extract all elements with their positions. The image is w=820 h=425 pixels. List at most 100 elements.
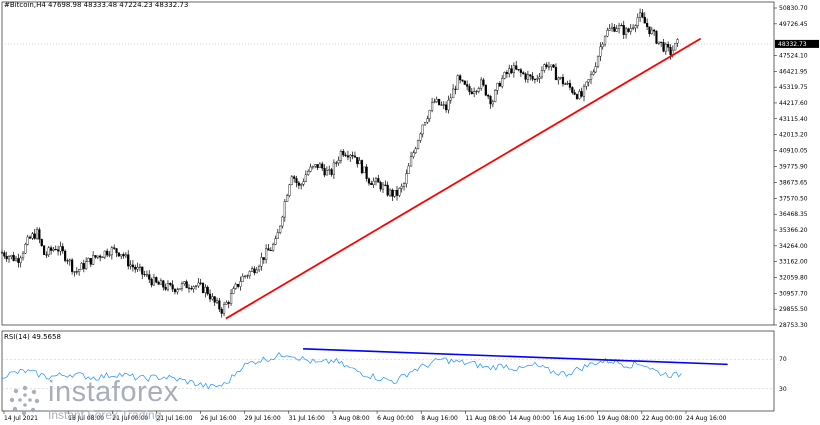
candle-body	[307, 171, 310, 175]
candle-body	[47, 247, 50, 256]
candle-body	[208, 293, 212, 300]
candle-body	[620, 25, 623, 27]
candle-body	[496, 83, 499, 91]
candle-body	[80, 263, 83, 270]
candle-body	[510, 68, 513, 74]
candle-body	[318, 163, 321, 168]
candle-body	[92, 255, 95, 265]
rsi-grid	[1, 330, 775, 412]
candle-body	[281, 216, 284, 227]
symbol-label: #Bitcoin,H4	[4, 1, 46, 9]
x-tick-label: 22 Aug 00:00	[642, 415, 683, 422]
x-tick-label: 24 Aug 16:00	[686, 415, 727, 422]
candle-body	[152, 277, 156, 286]
x-axis-labels: 14 Jul 2021 18 Jul 08:00 21 Jul 00:00 21 Ju…	[3, 411, 727, 422]
candle-body	[529, 74, 532, 77]
x-tick-label: 3 Aug 08:00	[333, 415, 370, 422]
candle-body	[148, 274, 151, 280]
x-tick-label: 14 Jul 2021	[4, 415, 38, 422]
candle-body	[35, 229, 39, 239]
candle-body	[24, 244, 27, 254]
candle-body	[38, 229, 41, 240]
candle-body	[49, 247, 53, 251]
candle-body	[162, 280, 165, 288]
candle-body	[108, 254, 111, 256]
candle-body	[440, 104, 443, 106]
candle-body	[286, 195, 289, 202]
candle-body	[592, 71, 595, 75]
candle-body	[89, 258, 92, 265]
x-tick-label: 8 Aug 16:00	[421, 415, 458, 422]
candle-body	[227, 302, 230, 304]
x-tick-label: 21 Jul 00:00	[112, 415, 148, 422]
candle-body	[613, 26, 616, 32]
candle-body	[412, 152, 415, 157]
candle-body	[166, 283, 170, 290]
candle-body	[664, 44, 667, 52]
candle-body	[578, 91, 581, 99]
candle-body	[185, 281, 188, 289]
candle-body	[601, 43, 604, 48]
candle-body	[19, 257, 22, 263]
candle-body	[101, 256, 104, 258]
x-tick-label: 16 Aug 16:00	[554, 415, 595, 422]
candle-body	[433, 101, 436, 103]
candle-body	[234, 283, 237, 289]
candle-body	[31, 233, 34, 239]
candle-body	[173, 288, 177, 293]
candle-body	[229, 293, 233, 304]
candle-body	[603, 35, 607, 45]
candle-body	[300, 184, 303, 186]
chart-header: #Bitcoin,H4 47698.98 48333.48 47224.23 4…	[4, 1, 188, 9]
candle-body	[3, 252, 6, 257]
candle-body	[180, 283, 184, 289]
candle-body	[290, 176, 293, 185]
candle-body	[449, 97, 452, 101]
candle-body	[435, 98, 438, 103]
candle-body	[646, 22, 649, 27]
candle-body	[117, 252, 120, 257]
y-tick-label: 32059.80	[779, 275, 808, 282]
candle-body	[561, 77, 565, 85]
candle-body	[335, 162, 338, 164]
candle-body	[150, 279, 153, 286]
candle-body	[342, 151, 345, 156]
candle-body	[662, 42, 665, 52]
candle-body	[363, 166, 366, 174]
watermark-brand: instaforex	[48, 376, 179, 408]
candle-body	[171, 284, 174, 290]
candle-body	[405, 173, 408, 184]
candle-body	[157, 282, 160, 285]
candle-body	[283, 201, 286, 218]
y-tick-label: 45319.75	[779, 84, 808, 91]
candle-body	[45, 254, 48, 256]
candle-body	[365, 166, 368, 179]
x-tick-label: 18 Jul 08:00	[68, 415, 104, 422]
candle-body	[250, 268, 254, 272]
candle-body	[526, 74, 530, 80]
candle-body	[267, 248, 270, 251]
x-tick-label: 6 Aug 00:00	[377, 415, 414, 422]
candle-body	[524, 73, 527, 80]
candle-body	[332, 162, 336, 175]
candle-body	[667, 44, 670, 48]
current-price-tag	[775, 39, 819, 48]
candle-body	[487, 95, 490, 97]
candle-body	[407, 165, 410, 174]
candle-body	[64, 250, 67, 261]
candle-body	[351, 155, 354, 157]
candle-body	[610, 26, 614, 29]
candle-body	[269, 250, 272, 252]
candle-body	[99, 255, 102, 258]
candle-body	[94, 255, 97, 258]
candle-body	[136, 267, 139, 270]
candle-body	[629, 28, 632, 32]
rsi-y-axis-labels: 70 30	[779, 356, 787, 393]
candle-body	[505, 72, 508, 75]
candle-body	[533, 78, 537, 80]
candle-body	[304, 174, 307, 182]
candle-body	[617, 25, 621, 29]
candle-body	[538, 76, 541, 79]
candle-body	[337, 160, 340, 164]
candle-body	[194, 285, 198, 287]
